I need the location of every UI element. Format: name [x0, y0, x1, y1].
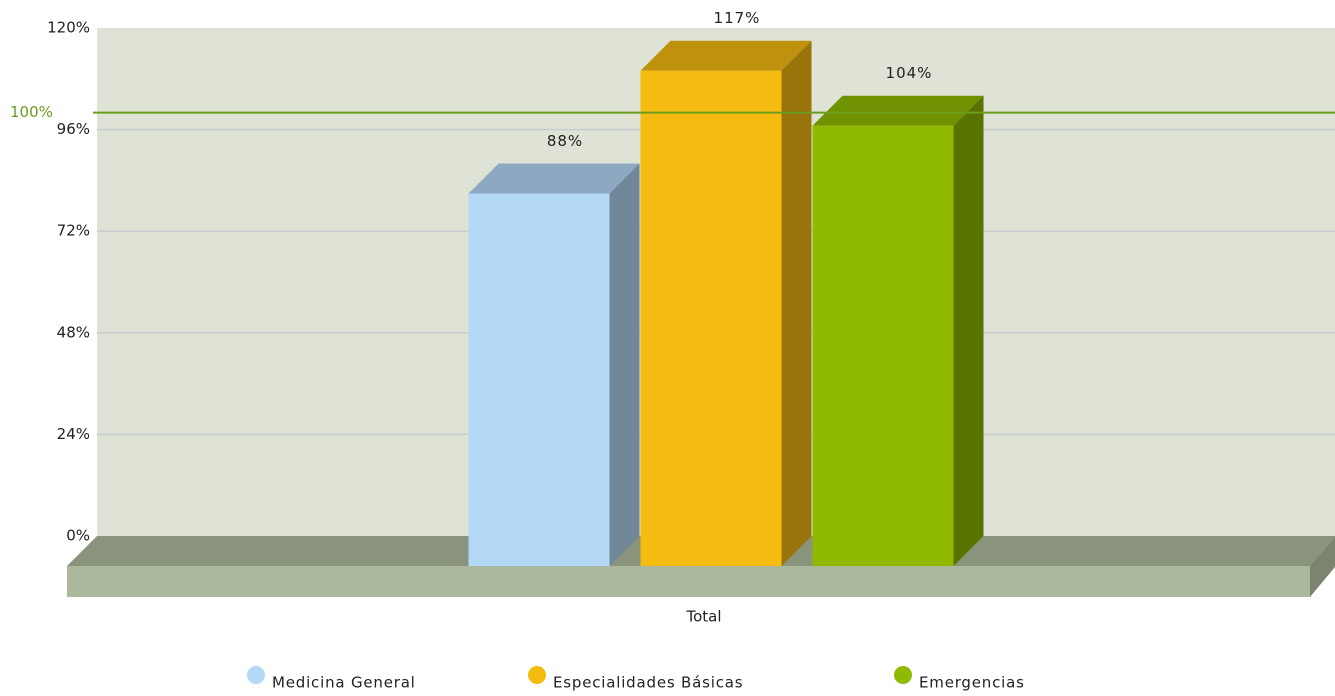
floor-front: [67, 566, 1310, 597]
legend-marker: [528, 666, 546, 684]
bar: [640, 70, 782, 566]
y-tick-label: 96%: [57, 120, 90, 138]
x-tick-label: Total: [685, 608, 721, 626]
y-tick-label: 120%: [47, 19, 90, 37]
legend-label: Emergencias: [919, 674, 1025, 692]
bar-side: [781, 40, 812, 566]
y-tick-label: 24%: [57, 425, 90, 443]
bar-top: [640, 40, 812, 71]
bar-side: [609, 163, 640, 566]
legend-marker: [894, 666, 912, 684]
legend-marker: [247, 666, 265, 684]
data-label: 88%: [547, 132, 583, 150]
legend-label: Medicina General: [272, 674, 416, 692]
bar: [812, 125, 954, 566]
legend-label: Especialidades Básicas: [553, 674, 743, 692]
bar-side: [953, 95, 984, 566]
bar-top: [812, 95, 984, 126]
y-tick-label: 0%: [66, 527, 90, 545]
trend-line-label: 100%: [10, 103, 53, 121]
data-label: 104%: [886, 64, 933, 82]
y-tick-label: 48%: [57, 323, 90, 341]
floor-side: [1310, 536, 1335, 597]
data-label: 117%: [714, 9, 761, 27]
bar-top: [468, 163, 640, 194]
bar: [468, 193, 610, 566]
y-tick-label: 72%: [57, 222, 90, 240]
